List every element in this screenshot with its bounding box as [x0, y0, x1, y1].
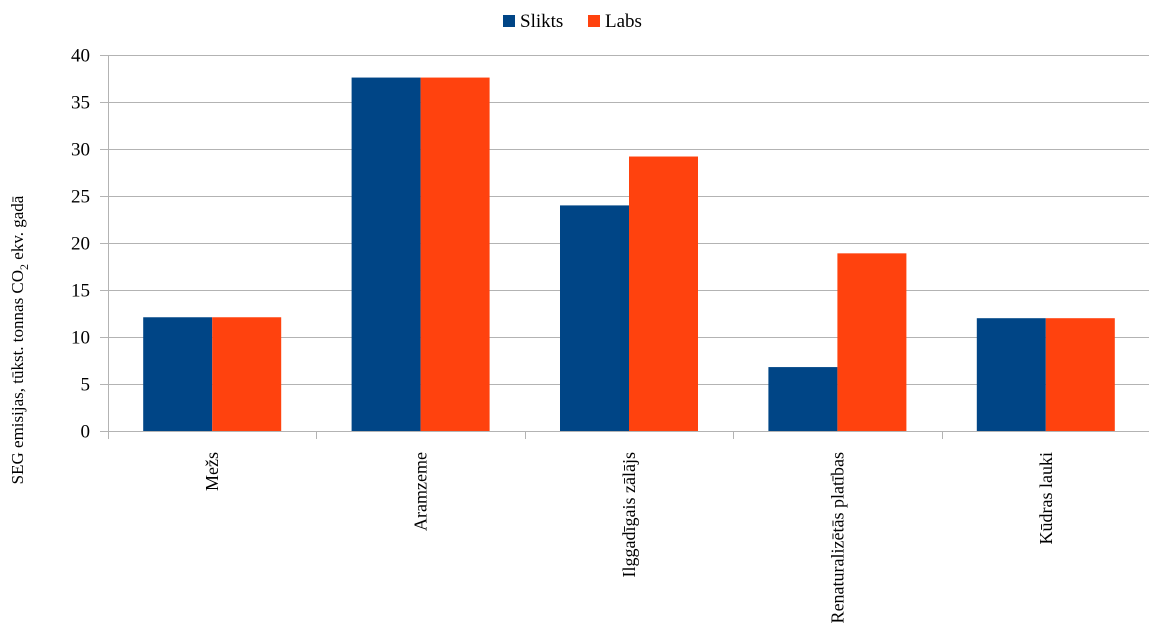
- y-tick-label-20: 20: [71, 234, 90, 255]
- bar-slikts-2: [560, 205, 629, 431]
- y-tick-label-35: 35: [71, 93, 90, 114]
- legend: Slikts Labs: [503, 11, 642, 32]
- x-category-label-0: Mežs: [202, 452, 222, 491]
- x-category-label-4: Kūdras lauki: [1036, 452, 1056, 544]
- legend-swatch-slikts: [503, 15, 515, 27]
- y-tick-label-30: 30: [71, 140, 90, 161]
- x-category-label-1: Aramzeme: [411, 452, 431, 531]
- y-tick-label-5: 5: [81, 375, 91, 396]
- x-axis-category-labels: Mežs Aramzeme Ilggadīgais zālājs Renaturali…: [202, 452, 1056, 623]
- bars: [143, 77, 1115, 431]
- bar-slikts-3: [768, 367, 838, 431]
- y-axis-title: SEG emisijas, tūkst. tonnas CO2 ekv. gad…: [8, 195, 31, 484]
- bar-slikts-4: [976, 318, 1046, 431]
- x-category-label-3: Renaturalizētās platības: [827, 452, 847, 623]
- bar-slikts-1: [351, 77, 421, 431]
- y-tick-label-40: 40: [71, 46, 90, 67]
- axes: [100, 55, 1149, 439]
- bar-labs-4: [1045, 318, 1115, 431]
- y-tick-label-0: 0: [81, 422, 91, 443]
- y-axis-title-subscript: 2: [17, 264, 31, 270]
- bar-labs-1: [420, 77, 490, 431]
- legend-label-labs: Labs: [605, 11, 642, 32]
- x-category-label-2: Ilggadīgais zālājs: [619, 452, 639, 577]
- y-axis-title-rest: ekv. gadā: [8, 195, 27, 264]
- y-axis-tick-labels: 0 5 10 15 20 25 30 35 40: [71, 46, 90, 443]
- y-tick-label-10: 10: [71, 328, 90, 349]
- bar-slikts-0: [143, 317, 213, 431]
- bar-labs-3: [837, 253, 907, 431]
- bar-labs-2: [629, 156, 698, 431]
- y-tick-label-25: 25: [71, 187, 90, 208]
- y-tick-label-15: 15: [71, 281, 90, 302]
- bar-labs-0: [212, 317, 282, 431]
- legend-swatch-labs: [588, 15, 600, 27]
- y-axis-title-main: SEG emisijas, tūkst. tonnas CO: [8, 270, 27, 484]
- legend-label-slikts: Slikts: [520, 11, 563, 32]
